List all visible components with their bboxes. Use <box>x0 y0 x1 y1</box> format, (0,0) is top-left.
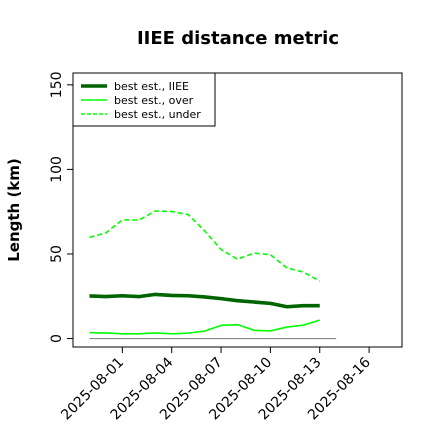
series-line-3 <box>89 210 321 282</box>
y-tick-label: 150 <box>49 71 65 98</box>
legend-label-1: best est., IIEE <box>114 80 189 93</box>
series-line-2 <box>89 319 320 335</box>
plot-frame <box>72 72 403 348</box>
chart-title: IIEE distance metric <box>137 28 339 49</box>
legend-label-2: best est., over <box>114 94 194 107</box>
legend-label-3: best est., under <box>114 108 201 121</box>
y-tick-label: 100 <box>49 156 65 183</box>
y-tick-label: 0 <box>49 334 65 343</box>
y-tick-label: 50 <box>49 245 65 263</box>
series-line-1 <box>89 292 320 309</box>
y-axis-label: Length (km) <box>5 158 23 262</box>
